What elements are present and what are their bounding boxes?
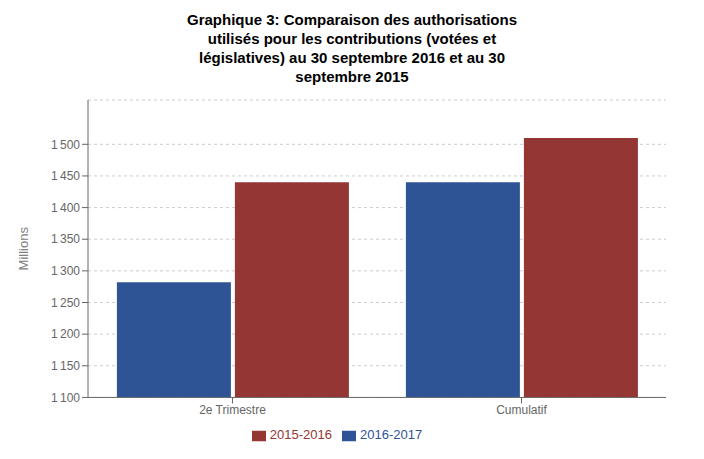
svg-text:1 450: 1 450 [51,169,80,183]
html-text:2015-2016: 2015-2016 [269,427,332,443]
svg-text:1 100: 1 100 [51,391,80,405]
html-text:septembre 2015: septembre 2015 [295,68,409,85]
html-text:utilisés pour les contribution: utilisés pour les contributions (votées … [207,30,497,47]
svg-text:1 500: 1 500 [51,138,80,152]
html-text:Graphique 3: Comparaison des a: Graphique 3: Comparaison des authorisati… [187,11,517,28]
svg-text:1 400: 1 400 [51,201,80,215]
html-text:2016-2017: 2016-2017 [360,427,423,443]
svg-text:1 250: 1 250 [51,296,80,310]
svg-text:Millions: Millions [16,227,31,271]
svg-text:Cumulatif: Cumulatif [496,403,547,417]
svg-text:1 300: 1 300 [51,264,80,278]
svg-text:2e Trimestre: 2e Trimestre [199,403,266,417]
svg-text:1 350: 1 350 [51,232,80,246]
html-text:législatives) au 30 septembre: législatives) au 30 septembre 2016 et au… [199,49,505,66]
svg-text:1 150: 1 150 [51,359,80,373]
svg-text:1 200: 1 200 [51,327,80,341]
